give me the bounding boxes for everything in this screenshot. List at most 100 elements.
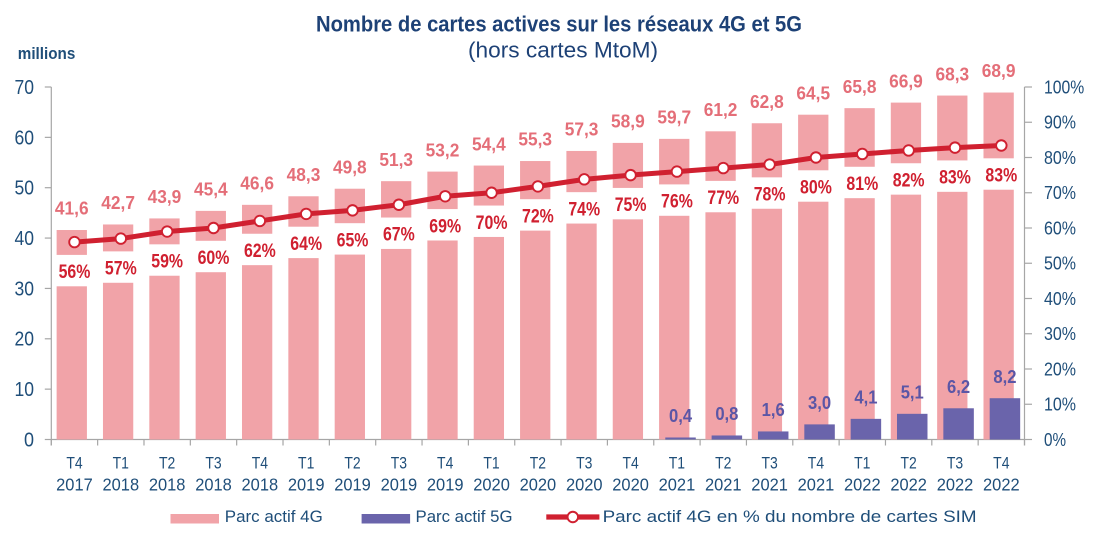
svg-text:62%: 62%: [244, 241, 276, 262]
svg-text:45,4: 45,4: [194, 179, 228, 200]
svg-text:58,9: 58,9: [611, 111, 645, 132]
svg-text:6,2: 6,2: [947, 376, 970, 397]
svg-text:2022: 2022: [983, 475, 1020, 495]
svg-text:Parc actif 4G: Parc actif 4G: [225, 507, 323, 526]
svg-text:49,8: 49,8: [333, 156, 367, 177]
svg-text:Parc actif 5G: Parc actif 5G: [416, 507, 513, 526]
svg-text:T3: T3: [391, 454, 407, 473]
svg-text:T3: T3: [947, 454, 963, 473]
svg-text:T1: T1: [483, 454, 499, 473]
svg-text:42,7: 42,7: [101, 192, 135, 213]
svg-text:0%: 0%: [1044, 430, 1066, 450]
svg-text:T4: T4: [622, 454, 638, 473]
svg-text:T2: T2: [530, 454, 546, 473]
svg-text:55,3: 55,3: [518, 129, 552, 150]
svg-text:60%: 60%: [198, 248, 230, 269]
svg-text:10%: 10%: [1044, 395, 1076, 415]
svg-text:T4: T4: [437, 454, 453, 473]
svg-text:64%: 64%: [290, 234, 322, 255]
svg-text:30%: 30%: [1044, 324, 1076, 344]
svg-text:T3: T3: [761, 454, 777, 473]
svg-text:2021: 2021: [659, 475, 696, 495]
svg-text:T2: T2: [344, 454, 360, 473]
svg-text:80%: 80%: [800, 178, 832, 199]
svg-text:(hors cartes MtoM): (hors cartes MtoM): [468, 38, 658, 63]
svg-text:0: 0: [24, 429, 34, 451]
svg-text:40%: 40%: [1044, 289, 1076, 309]
svg-text:70%: 70%: [1044, 183, 1076, 203]
svg-text:2022: 2022: [937, 475, 974, 495]
svg-text:60: 60: [15, 127, 35, 149]
svg-text:59%: 59%: [151, 252, 183, 273]
svg-text:65,8: 65,8: [843, 76, 877, 97]
svg-text:81%: 81%: [846, 174, 878, 195]
svg-text:65%: 65%: [337, 230, 369, 251]
svg-text:80%: 80%: [1044, 148, 1076, 168]
svg-text:2017: 2017: [56, 475, 93, 495]
svg-text:5,1: 5,1: [901, 381, 924, 402]
svg-text:68,3: 68,3: [935, 63, 969, 84]
svg-text:56%: 56%: [59, 262, 91, 283]
svg-text:2019: 2019: [288, 475, 325, 495]
svg-text:40: 40: [15, 228, 35, 250]
svg-text:4,1: 4,1: [854, 386, 877, 407]
svg-text:100%: 100%: [1044, 77, 1084, 97]
svg-text:77%: 77%: [707, 188, 739, 209]
svg-text:70%: 70%: [476, 213, 508, 234]
svg-text:75%: 75%: [615, 195, 647, 216]
svg-text:T4: T4: [66, 454, 82, 473]
svg-text:0,8: 0,8: [715, 403, 738, 424]
svg-text:T2: T2: [159, 454, 175, 473]
svg-text:T4: T4: [252, 454, 268, 473]
svg-text:T2: T2: [715, 454, 731, 473]
svg-text:76%: 76%: [661, 192, 693, 213]
svg-text:78%: 78%: [754, 185, 786, 206]
svg-text:48,3: 48,3: [287, 164, 321, 185]
svg-text:90%: 90%: [1044, 113, 1076, 133]
svg-text:8,2: 8,2: [993, 366, 1016, 387]
svg-text:T3: T3: [205, 454, 221, 473]
svg-text:20%: 20%: [1044, 359, 1076, 379]
svg-text:3,0: 3,0: [808, 392, 831, 413]
svg-text:67%: 67%: [383, 225, 415, 246]
svg-text:T2: T2: [900, 454, 916, 473]
svg-text:53,2: 53,2: [426, 139, 460, 160]
svg-text:2021: 2021: [751, 475, 788, 495]
svg-text:51,3: 51,3: [379, 149, 413, 170]
svg-text:50%: 50%: [1044, 254, 1076, 274]
svg-text:64,5: 64,5: [796, 82, 830, 103]
svg-text:59,7: 59,7: [657, 107, 691, 128]
svg-text:30: 30: [15, 278, 35, 300]
svg-text:2019: 2019: [427, 475, 464, 495]
svg-text:83%: 83%: [939, 168, 971, 189]
svg-text:0,4: 0,4: [669, 405, 693, 426]
svg-text:62,8: 62,8: [750, 91, 784, 112]
svg-text:70: 70: [15, 77, 35, 99]
svg-text:20: 20: [15, 329, 35, 351]
svg-text:Parc actif 4G en % du nombre d: Parc actif 4G en % du nombre de cartes S…: [603, 507, 977, 526]
svg-text:T4: T4: [808, 454, 824, 473]
svg-text:T1: T1: [854, 454, 870, 473]
svg-text:74%: 74%: [568, 199, 600, 220]
svg-text:57,3: 57,3: [565, 119, 599, 140]
svg-text:2021: 2021: [798, 475, 835, 495]
svg-text:2018: 2018: [195, 475, 232, 495]
svg-text:72%: 72%: [522, 206, 554, 227]
svg-text:2018: 2018: [242, 475, 279, 495]
svg-text:T1: T1: [298, 454, 314, 473]
svg-text:2018: 2018: [103, 475, 140, 495]
svg-text:1,6: 1,6: [762, 399, 785, 420]
svg-text:2019: 2019: [334, 475, 371, 495]
svg-text:83%: 83%: [985, 166, 1017, 187]
svg-text:54,4: 54,4: [472, 133, 506, 154]
svg-text:2022: 2022: [890, 475, 927, 495]
svg-text:millions: millions: [18, 44, 76, 63]
svg-text:T1: T1: [113, 454, 129, 473]
svg-text:66,9: 66,9: [889, 70, 923, 91]
svg-text:57%: 57%: [105, 259, 137, 280]
svg-text:10: 10: [15, 379, 35, 401]
svg-text:2019: 2019: [381, 475, 418, 495]
svg-text:46,6: 46,6: [240, 173, 274, 194]
svg-text:2022: 2022: [844, 475, 881, 495]
svg-text:2020: 2020: [612, 475, 649, 495]
